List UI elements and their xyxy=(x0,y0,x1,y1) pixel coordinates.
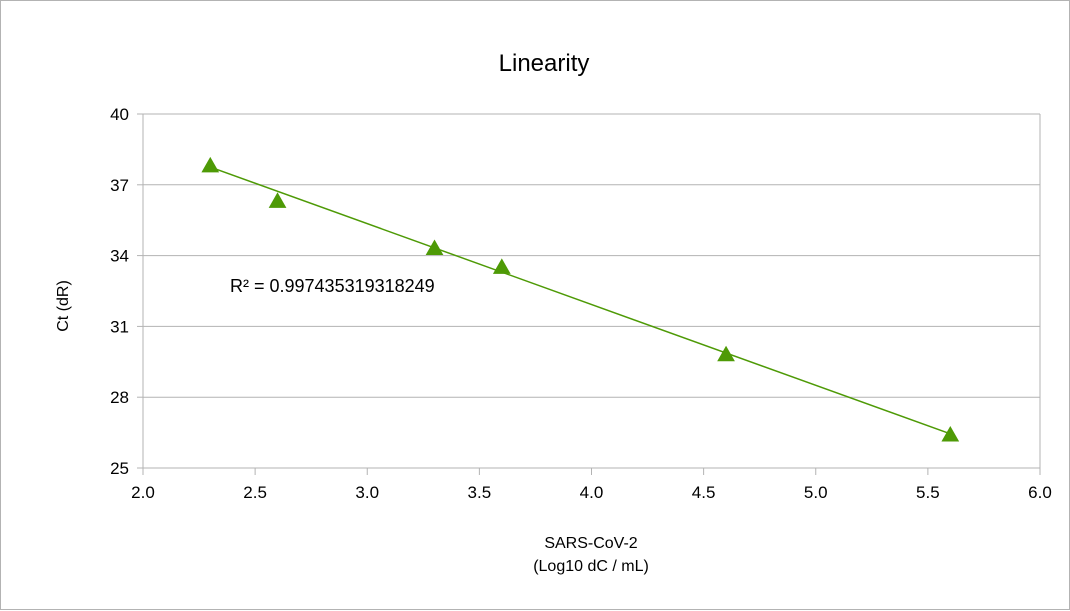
data-point-triangle xyxy=(268,192,287,208)
x-tick-label: 5.0 xyxy=(804,483,828,502)
y-tick-label: 37 xyxy=(110,176,129,195)
x-tick-label: 5.5 xyxy=(916,483,940,502)
y-tick-labels: 25 28 31 34 37 40 xyxy=(110,105,129,478)
axes xyxy=(137,113,1041,475)
x-tick-label: 2.5 xyxy=(243,483,267,502)
data-point-triangle xyxy=(492,258,511,274)
x-tick-label: 3.5 xyxy=(468,483,492,502)
data-point-triangle xyxy=(425,239,444,256)
x-axis-title-line-2: (Log10 dC / mL) xyxy=(533,558,649,575)
data-points xyxy=(201,156,960,442)
trendline-group xyxy=(210,166,951,435)
data-point-triangle xyxy=(201,156,220,173)
trendline xyxy=(210,166,951,435)
y-tick-label: 28 xyxy=(110,388,129,407)
y-axis-title: Ct (dR) xyxy=(55,280,72,332)
x-axis-title-line-1: SARS-CoV-2 xyxy=(544,535,637,552)
r-squared-annotation: R² = 0.997435319318249 xyxy=(230,276,435,296)
y-tick-label: 40 xyxy=(110,105,129,124)
x-tick-label: 2.0 xyxy=(131,483,155,502)
x-tick-label: 3.0 xyxy=(355,483,379,502)
y-tick-label: 31 xyxy=(110,317,129,336)
data-point-triangle xyxy=(717,345,735,362)
chart-title: Linearity xyxy=(499,50,590,77)
y-tick-label: 34 xyxy=(110,247,129,266)
x-tick-label: 6.0 xyxy=(1028,483,1052,502)
data-point-triangle xyxy=(941,425,960,442)
y-tick-label: 25 xyxy=(110,459,129,478)
x-tick-label: 4.0 xyxy=(580,483,604,502)
x-tick-labels: 2.0 2.5 3.0 3.5 4.0 4.5 5.0 5.5 6.0 xyxy=(131,483,1052,502)
x-tick-label: 4.5 xyxy=(692,483,716,502)
